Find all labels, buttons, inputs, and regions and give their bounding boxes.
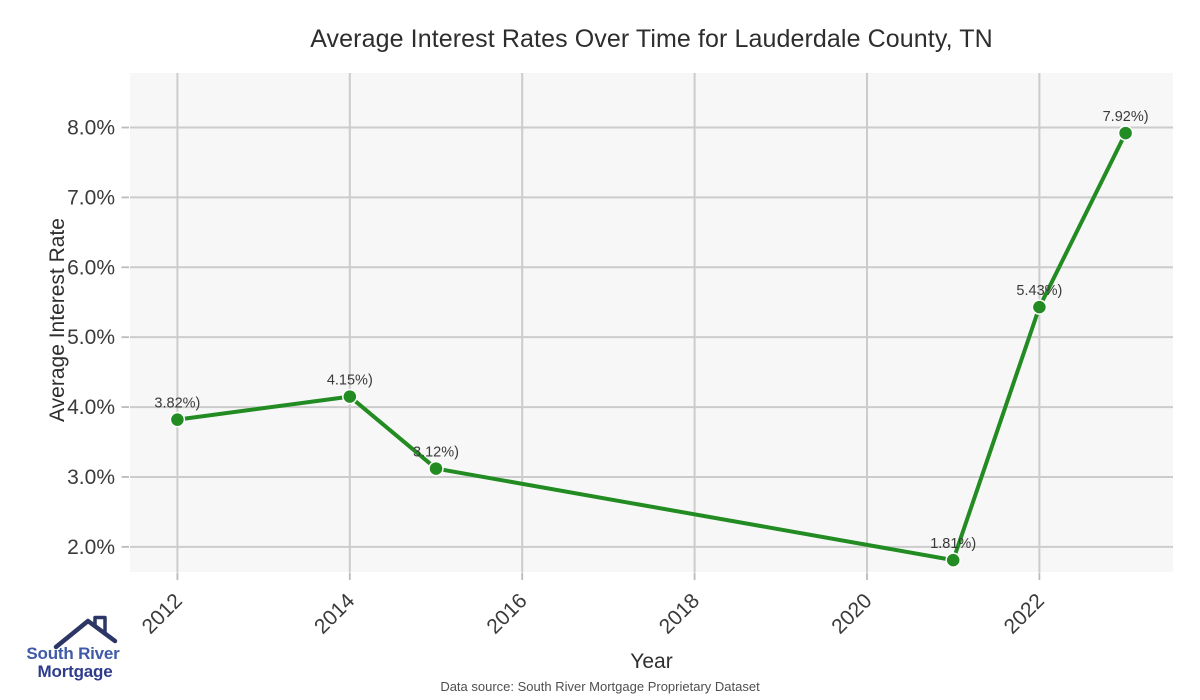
x-tick-label: 2012: [138, 589, 187, 638]
data-point: [169, 411, 186, 428]
y-tick-label: 5.0%: [67, 326, 115, 349]
plot-background: [130, 73, 1173, 572]
data-line: [175, 131, 1128, 563]
point-label: 5.43%): [1016, 283, 1062, 299]
data-point: [945, 552, 961, 568]
y-tick-label: 7.0%: [67, 186, 115, 209]
x-tick-label: 2018: [655, 589, 704, 638]
data-point: [1117, 125, 1134, 141]
y-tick-label: 6.0%: [67, 256, 115, 279]
logo-text-line1: South River: [26, 644, 120, 663]
y-tick-label: 8.0%: [67, 117, 115, 140]
x-tick-label: 2014: [310, 589, 360, 639]
y-tick-label: 2.0%: [67, 536, 115, 559]
x-tick-label: 2020: [827, 589, 876, 638]
chart-title: Average Interest Rates Over Time for Lau…: [310, 25, 993, 53]
logo-text-line2: Mortgage: [38, 662, 113, 681]
point-label: 1.81%): [930, 536, 976, 552]
point-label: 3.82%): [154, 396, 200, 412]
data-point: [1031, 299, 1048, 315]
point-label: 4.15%): [327, 373, 373, 389]
logo-chimney-icon: [93, 615, 107, 635]
data-point: [342, 388, 358, 405]
logo: South River Mortgage: [26, 615, 120, 681]
y-tick-label: 3.0%: [67, 466, 115, 489]
x-tick-label: 2022: [1000, 589, 1049, 638]
point-label: 3.12%): [413, 445, 459, 461]
point-label: 7.92%): [1103, 109, 1149, 125]
x-tick-label: 2016: [482, 589, 531, 638]
x-axis-title: Year: [630, 650, 673, 673]
y-tick-label: 4.0%: [67, 396, 115, 419]
data-point: [428, 460, 444, 477]
data-source-note: Data source: South River Mortgage Propri…: [440, 679, 760, 694]
